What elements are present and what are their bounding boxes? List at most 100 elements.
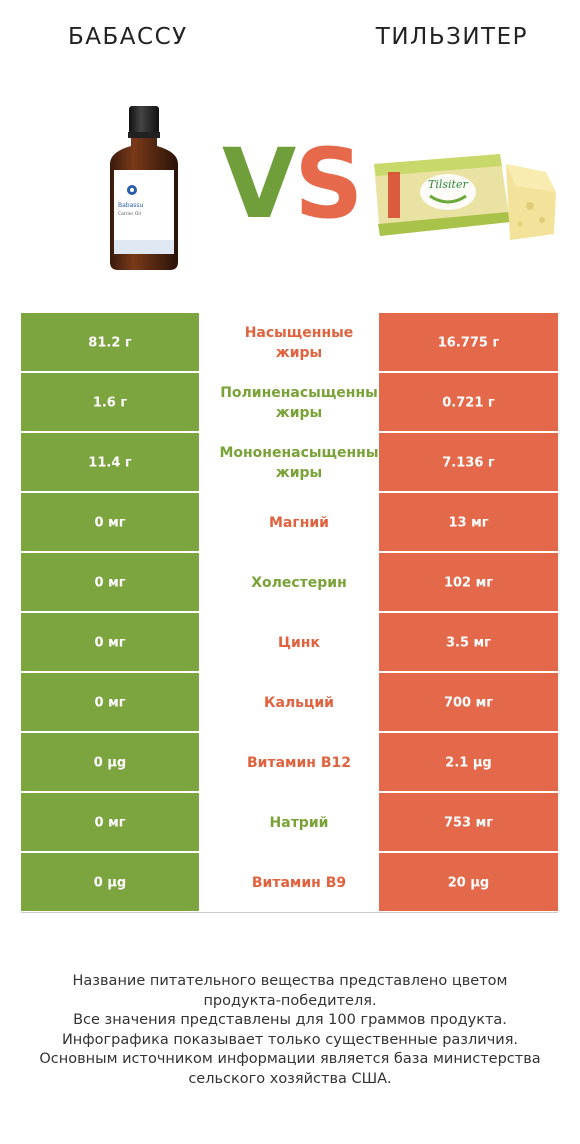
left-value: 0 мг	[94, 635, 126, 651]
left-value: 0 µg	[93, 755, 127, 771]
table-bottom-border	[21, 912, 558, 913]
nutrient-name-line1: Холестерин	[251, 574, 347, 591]
nutrient-name: Магний	[199, 513, 399, 533]
left-value-cell: 0 µg	[21, 853, 199, 913]
right-value-cell: 16.775 г	[379, 313, 558, 373]
right-value-cell: 753 мг	[379, 793, 558, 853]
footer-note: Название питательного вещества представл…	[20, 972, 560, 1089]
bottle-label-line2: Carrier Oil	[118, 211, 141, 217]
nutrient-name-line1: Витамин B9	[251, 874, 347, 891]
right-value-cell: 7.136 г	[379, 433, 558, 493]
left-value-cell: 1.6 г	[21, 373, 199, 433]
left-value: 1.6 г	[92, 395, 128, 411]
table-row: 81.2 г Насыщенные жиры 16.775 г	[21, 313, 558, 373]
table-row: 1.6 г Полиненасыщенны жиры 0.721 г	[21, 373, 558, 433]
table-row: 0 мг Кальций 700 мг	[21, 673, 558, 733]
right-value: 700 мг	[443, 695, 494, 711]
left-value: 0 µg	[93, 875, 127, 891]
footer-line: сельского хозяйства США.	[188, 1070, 392, 1087]
right-value: 20 µg	[447, 875, 490, 891]
right-value: 3.5 мг	[446, 635, 491, 651]
left-value: 81.2 г	[88, 335, 132, 351]
table-row: 0 мг Натрий 753 мг	[21, 793, 558, 853]
table-row: 0 µg Витамин B9 20 µg	[21, 853, 558, 913]
right-value: 13 мг	[448, 515, 489, 531]
nutrient-name: Цинк	[199, 633, 399, 653]
right-value-cell: 700 мг	[379, 673, 558, 733]
right-value: 0.721 г	[442, 395, 495, 411]
nutrient-cell: Насыщенные жиры	[199, 313, 379, 373]
nutrient-name-line1: Натрий	[269, 814, 329, 831]
nutrient-name: Витамин B12	[199, 753, 399, 773]
comparison-table: 81.2 г Насыщенные жиры 16.775 г 1.6 г Полинен…	[21, 313, 558, 913]
right-product-title: Тильзитер	[375, 24, 528, 50]
left-value-cell: 0 мг	[21, 613, 199, 673]
right-value: 16.775 г	[437, 335, 500, 351]
footer-line: Основным источником информации является …	[39, 1051, 541, 1067]
nutrient-cell: Натрий	[199, 793, 379, 853]
right-value-cell: 102 мг	[379, 553, 558, 613]
footer-line: продукта-победителя.	[203, 992, 377, 1009]
left-value: 0 мг	[94, 815, 126, 831]
left-value: 11.4 г	[88, 455, 132, 471]
nutrient-cell: Цинк	[199, 613, 379, 673]
nutrient-name: Натрий	[199, 813, 399, 833]
nutrient-name: Полиненасыщенны жиры	[199, 383, 399, 423]
left-value-cell: 11.4 г	[21, 433, 199, 493]
right-value: 2.1 µg	[445, 755, 492, 771]
table-row: 0 µg Витамин B12 2.1 µg	[21, 733, 558, 793]
nutrient-name-line2: жиры	[275, 404, 323, 421]
nutrient-name-line1: Насыщенные	[244, 324, 354, 341]
left-product-title: Бабассу	[68, 24, 188, 50]
left-value-cell: 0 мг	[21, 793, 199, 853]
nutrient-name-line2: жиры	[275, 344, 323, 361]
left-value: 0 мг	[94, 515, 126, 531]
footer-line: Инфографика показывает только существенн…	[61, 1031, 519, 1048]
right-value: 102 мг	[443, 575, 494, 591]
right-value-cell: 13 мг	[379, 493, 558, 553]
nutrient-cell: Витамин B9	[199, 853, 379, 913]
right-value-cell: 0.721 г	[379, 373, 558, 433]
bottle-label-line1: Babassu	[118, 202, 144, 209]
footer-line: Название питательного вещества представл…	[72, 973, 508, 989]
right-value-cell: 2.1 µg	[379, 733, 558, 793]
left-value: 0 мг	[94, 695, 126, 711]
vs-v: V	[222, 128, 296, 240]
nutrient-name-line1: Полиненасыщенны	[220, 384, 378, 401]
footer-line: Все значения представлены для 100 граммо…	[73, 1012, 507, 1028]
nutrient-name-line1: Кальций	[264, 694, 334, 711]
nutrient-name: Мононенасыщенны жиры	[199, 443, 399, 483]
table-row: 11.4 г Мононенасыщенны жиры 7.136 г	[21, 433, 558, 493]
left-value-cell: 0 µg	[21, 733, 199, 793]
table-row: 0 мг Холестерин 102 мг	[21, 553, 558, 613]
nutrient-name-line1: Витамин B12	[247, 754, 351, 771]
table-row: 0 мг Цинк 3.5 мг	[21, 613, 558, 673]
nutrient-name: Насыщенные жиры	[199, 323, 399, 363]
nutrient-cell: Холестерин	[199, 553, 379, 613]
nutrient-name-line1: Мононенасыщенны	[219, 444, 379, 461]
left-value-cell: 81.2 г	[21, 313, 199, 373]
nutrient-name: Холестерин	[199, 573, 399, 593]
nutrient-name: Кальций	[199, 693, 399, 713]
nutrient-name-line1: Магний	[269, 514, 329, 531]
left-value: 0 мг	[94, 575, 126, 591]
vs-label: VS	[222, 136, 363, 232]
nutrient-cell: Кальций	[199, 673, 379, 733]
cheese-block-icon: Tilsiter	[374, 154, 556, 240]
left-value-cell: 0 мг	[21, 553, 199, 613]
table-row: 0 мг Магний 13 мг	[21, 493, 558, 553]
left-value-cell: 0 мг	[21, 673, 199, 733]
right-value: 753 мг	[443, 815, 494, 831]
right-value-cell: 3.5 мг	[379, 613, 558, 673]
left-value-cell: 0 мг	[21, 493, 199, 553]
nutrient-cell: Магний	[199, 493, 379, 553]
nutrient-cell: Мононенасыщенны жиры	[199, 433, 379, 493]
nutrient-name-line1: Цинк	[278, 634, 320, 651]
nutrient-name: Витамин B9	[199, 873, 399, 893]
vs-s: S	[294, 128, 363, 240]
right-value: 7.136 г	[442, 455, 495, 471]
oil-bottle-icon: Babassu Carrier Oil	[110, 106, 178, 270]
nutrient-cell: Полиненасыщенны жиры	[199, 373, 379, 433]
nutrient-name-line2: жиры	[275, 464, 323, 481]
right-value-cell: 20 µg	[379, 853, 558, 913]
